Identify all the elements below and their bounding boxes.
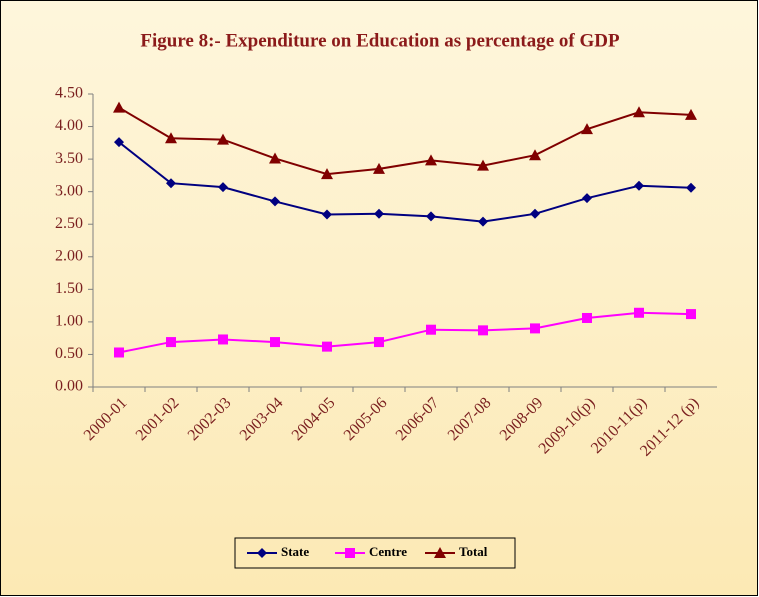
y-tick-label: 3.00 <box>55 182 83 199</box>
point <box>217 133 229 145</box>
legend-label: Centre <box>369 544 407 559</box>
point <box>426 324 436 335</box>
point <box>166 337 176 348</box>
point <box>114 137 124 148</box>
point <box>322 341 332 352</box>
point <box>686 182 696 193</box>
y-tick-label: 4.00 <box>55 117 83 134</box>
legend-box <box>234 537 516 569</box>
point <box>529 149 541 161</box>
legend-label: Total <box>459 544 488 559</box>
y-tick-label: 4.50 <box>55 85 83 102</box>
point <box>581 123 593 135</box>
point <box>218 334 228 345</box>
y-tick-label: 1.50 <box>55 280 83 297</box>
y-tick-label: 0.50 <box>55 345 83 362</box>
point <box>218 182 228 193</box>
legend-marker <box>434 547 446 558</box>
legend-marker <box>345 548 355 558</box>
series-line <box>118 106 692 176</box>
point <box>321 168 333 180</box>
y-tick-label: 1.00 <box>55 313 83 330</box>
y-tick-label: 0.00 <box>55 378 83 395</box>
series-line <box>118 311 692 354</box>
point <box>478 216 488 227</box>
y-tick-label: 2.00 <box>55 247 83 264</box>
point <box>633 106 645 118</box>
point <box>269 152 281 164</box>
series-line <box>118 141 692 223</box>
point <box>582 312 592 323</box>
point <box>530 208 540 219</box>
point <box>426 211 436 222</box>
y-tick-label: 3.50 <box>55 150 83 167</box>
point <box>166 178 176 189</box>
point <box>425 154 437 166</box>
chart-title: Figure 8:- Expenditure on Education as p… <box>140 30 620 51</box>
point <box>634 180 644 191</box>
point <box>477 159 489 171</box>
point <box>686 309 696 320</box>
point <box>685 108 697 120</box>
point <box>478 325 488 336</box>
point <box>634 307 644 318</box>
point <box>582 193 592 204</box>
point <box>270 337 280 348</box>
point <box>373 162 385 174</box>
point <box>113 101 125 113</box>
point <box>270 196 280 207</box>
point <box>530 323 540 334</box>
point <box>114 347 124 358</box>
point <box>374 337 384 348</box>
legend-label: State <box>281 544 309 559</box>
point <box>322 209 332 220</box>
y-tick-label: 2.50 <box>55 215 83 232</box>
point <box>165 132 177 144</box>
legend-marker <box>257 548 267 558</box>
point <box>374 208 384 219</box>
